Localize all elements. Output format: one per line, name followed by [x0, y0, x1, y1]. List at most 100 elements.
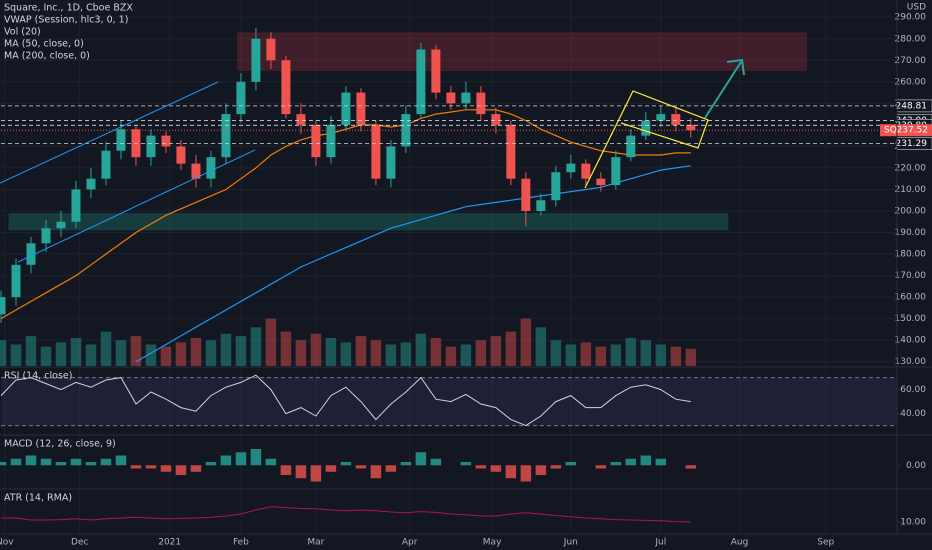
volume-bar — [115, 340, 127, 366]
volume-bar — [520, 318, 532, 366]
candle-body — [461, 92, 471, 104]
candle-body — [56, 221, 66, 229]
histogram-bar — [220, 455, 232, 466]
histogram-bar — [370, 465, 382, 479]
y-tick-label: 130.00 — [895, 357, 927, 367]
volume-bar — [685, 348, 697, 366]
candle-body — [476, 92, 486, 115]
candle-body — [671, 114, 681, 125]
y-tick-label: 210.00 — [895, 185, 927, 195]
volume-bar — [385, 344, 397, 366]
indicator-line — [0, 374, 691, 427]
channel-line — [0, 81, 219, 184]
histogram-bar — [430, 458, 442, 466]
volume-bar — [490, 335, 502, 366]
x-tick-label: May — [483, 538, 502, 548]
target-arrow-head — [726, 58, 745, 76]
candle-body — [656, 114, 666, 121]
histogram-bar — [400, 462, 412, 466]
volume-bar — [25, 335, 37, 366]
symbol-tag: SQ — [884, 126, 897, 136]
y-tick-label: 10.00 — [900, 518, 926, 528]
volume-bar — [580, 342, 592, 366]
histogram-bar — [655, 458, 667, 466]
histogram-bar — [250, 449, 262, 466]
volume-bar — [370, 340, 382, 366]
volume-bar — [85, 344, 97, 366]
volume-bar — [325, 338, 337, 366]
candle-body — [566, 163, 576, 173]
indicator-label: MA (200, close, 0) — [4, 51, 90, 62]
histogram-bar — [85, 462, 97, 466]
y-tick-label: 280.00 — [895, 34, 927, 44]
candle-body — [401, 114, 411, 147]
candle-body — [26, 243, 36, 265]
indicator-label: MA (50, close, 0) — [4, 39, 84, 50]
volume-bar — [595, 346, 607, 366]
histogram-bar — [265, 458, 277, 466]
candle-body — [386, 146, 396, 179]
volume-bar — [40, 346, 52, 366]
volume-bar — [610, 344, 622, 366]
x-tick-label: Feb — [233, 538, 249, 548]
candle-body — [536, 200, 546, 211]
volume-bar — [190, 338, 202, 366]
volume-bar — [655, 344, 667, 366]
candle-body — [101, 150, 111, 179]
histogram-bar — [70, 458, 82, 466]
y-tick-label: 220.00 — [895, 163, 927, 173]
candle-body — [641, 120, 651, 136]
histogram-bar — [205, 462, 217, 466]
candle-body — [446, 92, 456, 104]
volume-bar — [205, 340, 217, 366]
x-tick-label: Apr — [402, 538, 418, 548]
y-tick-label: 140.00 — [895, 336, 927, 346]
volume-bar — [565, 344, 577, 366]
histogram-bar — [475, 465, 487, 469]
volume-bar — [280, 331, 292, 366]
histogram-bar — [640, 455, 652, 466]
candle-body — [266, 38, 276, 61]
volume-bar — [355, 335, 367, 366]
histogram-bar — [520, 465, 532, 482]
candle-body — [296, 114, 306, 125]
y-tick-label: 170.00 — [895, 271, 927, 281]
x-tick-label: Mar — [307, 538, 324, 548]
histogram-bar — [160, 465, 172, 472]
volume-bar — [670, 346, 682, 366]
last-price-label: 237.52 — [897, 126, 929, 136]
candle-body — [521, 178, 531, 211]
candle-body — [221, 114, 231, 158]
histogram-bar — [355, 465, 367, 469]
histogram-bar — [280, 465, 292, 475]
candle-body — [0, 297, 6, 315]
histogram-bar — [130, 465, 142, 469]
zone — [237, 32, 808, 72]
candle-body — [161, 135, 171, 147]
histogram-bar — [190, 465, 202, 472]
currency: USD — [907, 3, 926, 13]
volume-bar — [70, 338, 82, 366]
candle-body — [281, 60, 291, 115]
volume-bar — [100, 331, 112, 366]
y-tick-label: 150.00 — [895, 314, 927, 324]
level-label: 248.81 — [896, 101, 928, 111]
volume-bar — [340, 342, 352, 366]
histogram-bar — [415, 452, 427, 466]
volume-bar — [295, 340, 307, 366]
x-tick-label: Jun — [563, 538, 578, 548]
histogram-bar — [685, 465, 697, 469]
indicator-label: Vol (20) — [4, 27, 41, 38]
y-tick-label: 190.00 — [895, 228, 927, 238]
histogram-bar — [295, 465, 307, 479]
volume-bar — [550, 340, 562, 366]
candle-body — [581, 163, 591, 179]
y-tick-label: 40.00 — [900, 409, 926, 419]
symbol-title: Square, Inc., 1D, Cboe BZX — [4, 3, 133, 14]
histogram-bar — [535, 465, 547, 475]
histogram-bar — [505, 465, 517, 479]
x-tick-label: Nov — [0, 538, 14, 548]
volume-bar — [415, 333, 427, 366]
histogram-bar — [0, 462, 7, 466]
candle-body — [611, 157, 621, 186]
